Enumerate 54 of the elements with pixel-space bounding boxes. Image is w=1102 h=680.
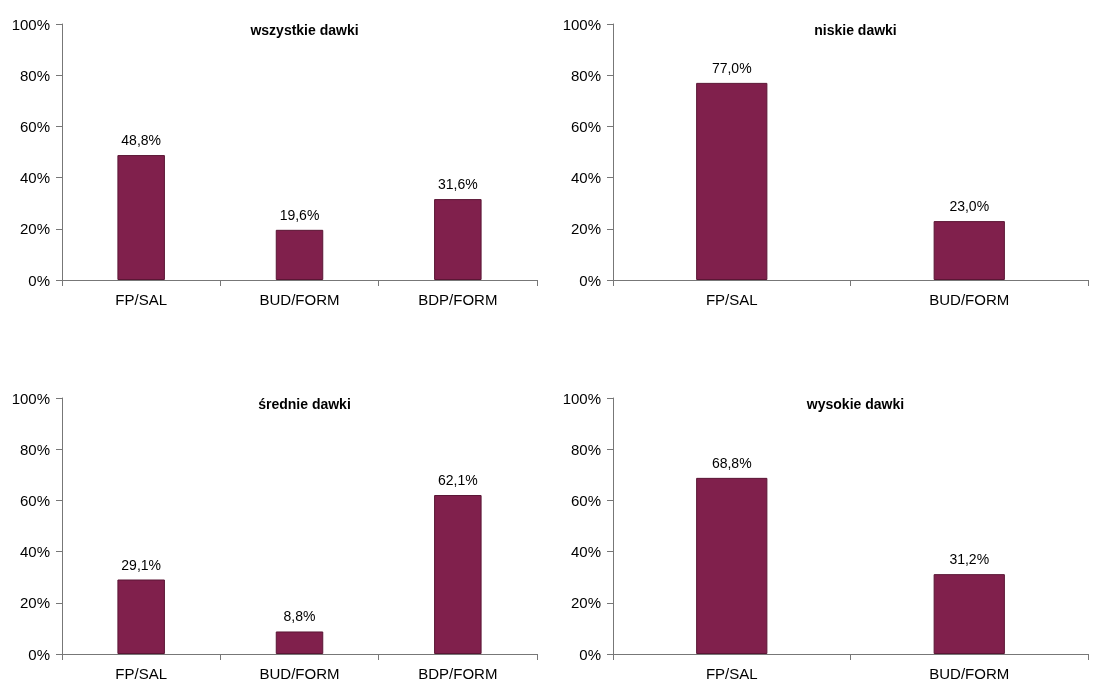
bar: [275, 631, 324, 654]
data-label: 77,0%: [711, 59, 752, 76]
chart-title: wszystkie dawki: [249, 22, 359, 38]
y-tick-label: 60%: [19, 117, 50, 135]
data-label: 48,8%: [121, 132, 162, 149]
data-label: 29,1%: [121, 556, 162, 573]
y-tick-label: 60%: [19, 491, 50, 509]
x-tick-label: BUD/FORM: [259, 291, 340, 308]
y-tick-label: 20%: [19, 220, 50, 238]
y-tick-label: 100%: [562, 15, 601, 33]
y-tick-label: 0%: [579, 271, 601, 289]
bar: [434, 199, 482, 280]
bar: [117, 579, 165, 654]
y-tick-label: 100%: [11, 389, 50, 407]
y-tick-label: 80%: [19, 66, 50, 84]
y-tick-label: 100%: [562, 389, 601, 407]
y-tick-label: 40%: [570, 543, 601, 561]
x-tick-label: BUD/FORM: [929, 665, 1010, 680]
y-tick-label: 80%: [570, 440, 601, 458]
x-tick-label: FP/SAL: [705, 665, 758, 680]
x-tick-label: FP/SAL: [115, 291, 168, 308]
x-tick-label: BDP/FORM: [418, 665, 498, 680]
data-label: 31,2%: [949, 551, 990, 568]
x-tick-label: FP/SAL: [115, 665, 168, 680]
data-label: 68,8%: [711, 454, 752, 471]
data-label: 19,6%: [279, 206, 320, 223]
y-tick-label: 100%: [11, 15, 50, 33]
data-label: 31,6%: [437, 176, 478, 193]
bar: [434, 495, 482, 654]
y-tick-label: 60%: [570, 491, 601, 509]
chart-title: niskie dawki: [814, 22, 897, 38]
y-tick-label: 40%: [19, 169, 50, 187]
data-label: 23,0%: [949, 198, 990, 215]
y-tick-label: 20%: [570, 220, 601, 238]
bar: [275, 229, 324, 280]
x-tick-label: BUD/FORM: [929, 291, 1010, 308]
y-tick-label: 0%: [28, 645, 50, 663]
chart-title: wysokie dawki: [805, 396, 905, 412]
data-label: 62,1%: [437, 472, 478, 489]
y-tick-label: 0%: [28, 271, 50, 289]
y-tick-label: 20%: [19, 594, 50, 612]
y-tick-label: 80%: [570, 66, 601, 84]
y-tick-label: 0%: [579, 645, 601, 663]
y-tick-label: 60%: [570, 117, 601, 135]
data-label: 8,8%: [283, 608, 316, 625]
x-tick-label: BDP/FORM: [418, 291, 498, 308]
y-tick-label: 80%: [19, 440, 50, 458]
bar: [117, 155, 165, 280]
y-tick-label: 40%: [19, 543, 50, 561]
y-tick-label: 40%: [570, 169, 601, 187]
x-tick-label: FP/SAL: [705, 291, 758, 308]
x-tick-label: BUD/FORM: [259, 665, 340, 680]
chart-title: średnie dawki: [258, 396, 351, 412]
y-tick-label: 20%: [570, 594, 601, 612]
